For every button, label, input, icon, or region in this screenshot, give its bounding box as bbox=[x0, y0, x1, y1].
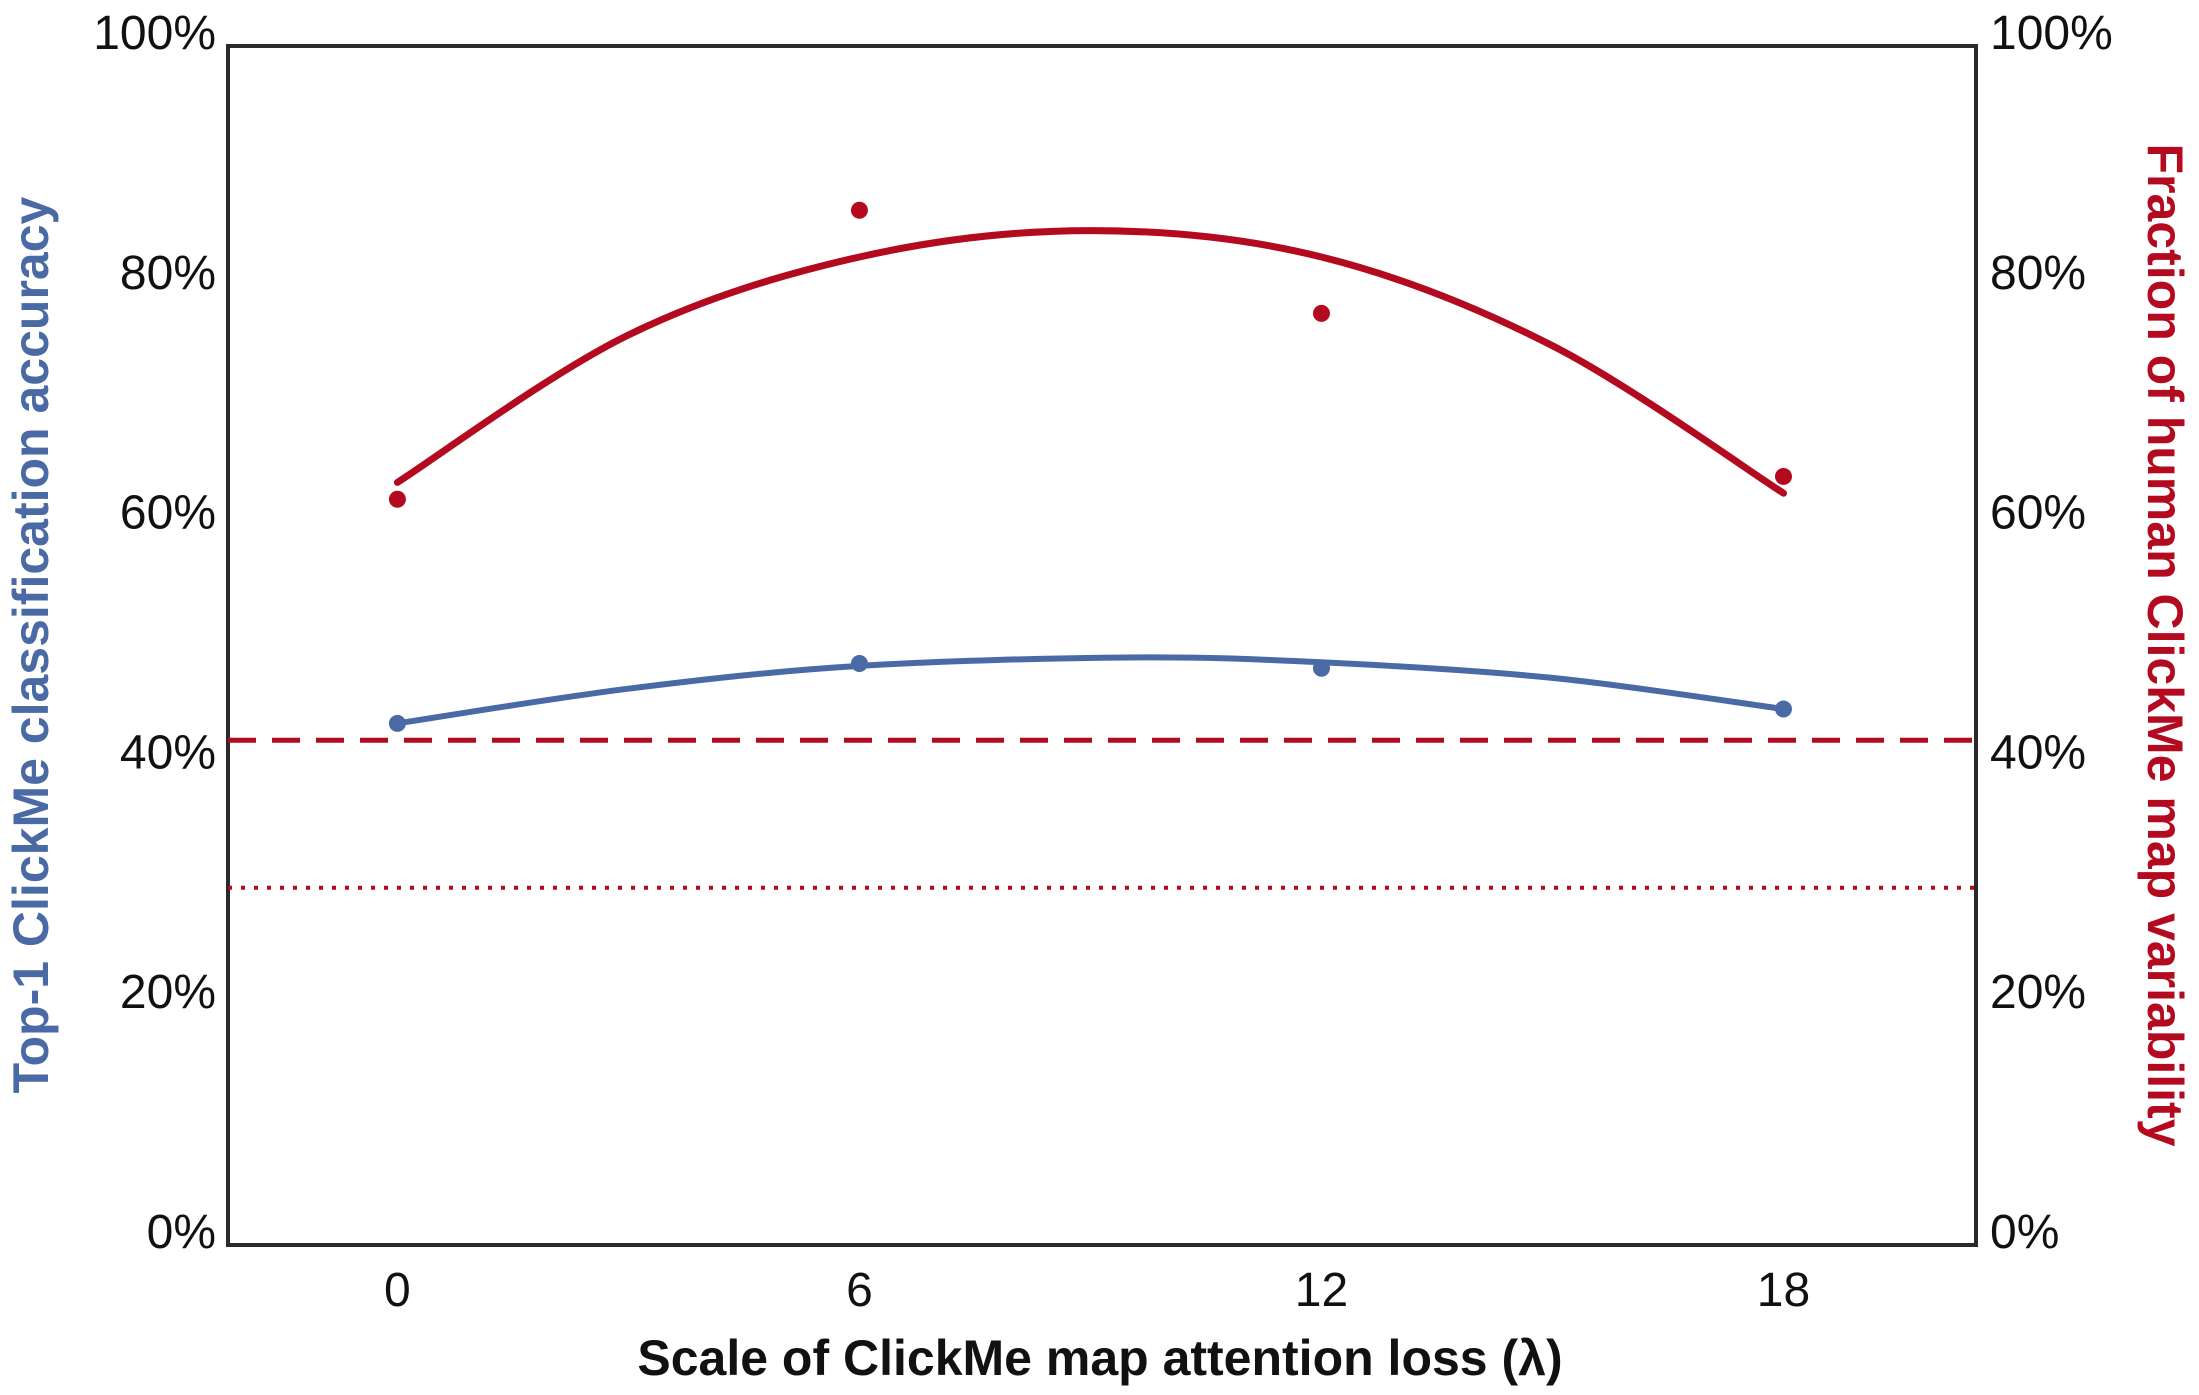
fit-curves bbox=[393, 227, 1787, 727]
x-tick-3: 18 bbox=[1757, 1264, 1810, 1317]
reference-lines bbox=[228, 737, 1976, 890]
y-left-tick-3: 60% bbox=[120, 487, 216, 540]
x-axis-title: Scale of ClickMe map attention loss (λ) bbox=[637, 1330, 1562, 1386]
accuracy-point-3 bbox=[1774, 700, 1792, 718]
variability-point-1 bbox=[850, 201, 868, 219]
y-right-tick-5: 100% bbox=[1990, 7, 2113, 60]
y-left-tick-1: 20% bbox=[120, 966, 216, 1019]
y-right-tick-2: 40% bbox=[1990, 726, 2086, 779]
y-right-axis-title: Fraction of human ClickMe map variabilit… bbox=[2137, 143, 2193, 1146]
y-right-tick-0: 0% bbox=[1990, 1206, 2059, 1259]
y-right-tick-3: 60% bbox=[1990, 487, 2086, 540]
x-tick-0: 0 bbox=[384, 1264, 411, 1317]
x-tick-1: 6 bbox=[846, 1264, 873, 1317]
y-left-tick-labels: 0% 20% 40% 60% 80% 100% bbox=[93, 7, 216, 1259]
variability-point-2 bbox=[1312, 304, 1330, 322]
plot-frame bbox=[226, 44, 1978, 1247]
x-tick-2: 12 bbox=[1295, 1264, 1348, 1317]
accuracy-point-0 bbox=[388, 714, 406, 732]
y-right-tick-labels: 0% 20% 40% 60% 80% 100% bbox=[1990, 7, 2113, 1259]
data-points bbox=[388, 201, 1792, 732]
y-left-tick-2: 40% bbox=[120, 726, 216, 779]
y-right-tick-1: 20% bbox=[1990, 966, 2086, 1019]
y-left-tick-4: 80% bbox=[120, 247, 216, 300]
accuracy-point-1 bbox=[850, 654, 868, 672]
variability-point-0 bbox=[388, 490, 406, 508]
y-right-tick-4: 80% bbox=[1990, 247, 2086, 300]
y-left-axis-title: Top-1 ClickMe classification accuracy bbox=[3, 196, 59, 1093]
variability-fit-line bbox=[393, 227, 1787, 497]
x-tick-labels: 0 6 12 18 bbox=[384, 1264, 1810, 1317]
accuracy-point-2 bbox=[1312, 659, 1330, 677]
accuracy-fit-line bbox=[394, 654, 1787, 727]
variability-point-3 bbox=[1774, 467, 1792, 485]
y-left-tick-0: 0% bbox=[147, 1206, 216, 1259]
y-left-tick-5: 100% bbox=[93, 7, 216, 60]
